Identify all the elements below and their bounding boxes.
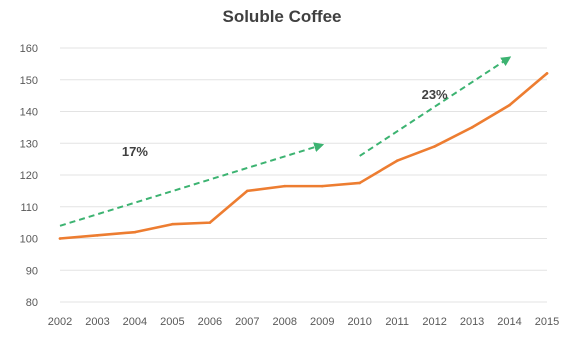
data-point	[58, 237, 62, 240]
series-layer	[58, 72, 549, 240]
data-point	[395, 159, 399, 163]
y-axis-ticks: 80 90 100 110 120 130 140 150 160	[20, 43, 38, 309]
y-tick-label: 150	[20, 75, 38, 87]
x-tick-label: 2014	[497, 316, 521, 328]
x-tick-label: 2003	[85, 316, 109, 328]
chart-title: Soluble Coffee	[222, 7, 341, 26]
data-point	[470, 126, 474, 129]
x-tick-label: 2013	[460, 316, 484, 328]
x-tick-label: 2008	[273, 316, 297, 328]
x-tick-label: 2009	[310, 316, 334, 328]
data-point	[171, 222, 174, 226]
data-point	[96, 234, 99, 237]
y-tick-label: 160	[20, 43, 38, 55]
x-tick-label: 2010	[347, 316, 371, 328]
annotations: 17% 23%	[59, 56, 512, 227]
data-point	[246, 189, 249, 193]
annotation-label: 23%	[422, 87, 448, 102]
data-point	[283, 184, 287, 188]
x-tick-label: 2015	[535, 316, 559, 328]
series-line	[58, 72, 549, 240]
gridlines	[60, 47, 547, 303]
y-tick-label: 140	[20, 107, 38, 119]
y-tick-label: 130	[20, 138, 38, 150]
x-tick-label: 2012	[422, 316, 446, 328]
data-point	[433, 145, 436, 148]
x-tick-label: 2005	[160, 316, 184, 328]
x-tick-label: 2002	[48, 316, 72, 328]
y-tick-label: 120	[20, 170, 38, 182]
y-tick-label: 80	[26, 297, 38, 309]
y-tick-label: 90	[26, 265, 38, 277]
x-axis-ticks: 2002 2003 2004 2005 2006 2007 2008 2009 2010 2011…	[48, 316, 559, 328]
data-point	[508, 103, 511, 107]
x-tick-label: 2006	[198, 316, 222, 328]
y-tick-label: 100	[20, 234, 38, 246]
trend-arrow	[359, 56, 512, 157]
x-tick-label: 2004	[123, 316, 147, 328]
trend-arrow	[59, 142, 325, 227]
annotation-label: 17%	[122, 144, 148, 159]
x-tick-label: 2007	[235, 316, 259, 328]
x-tick-label: 2011	[385, 316, 409, 328]
data-point	[320, 184, 324, 188]
y-tick-label: 110	[20, 202, 38, 214]
data-point	[358, 181, 361, 185]
data-point	[545, 72, 549, 75]
data-point	[208, 221, 212, 224]
data-point	[133, 230, 137, 234]
